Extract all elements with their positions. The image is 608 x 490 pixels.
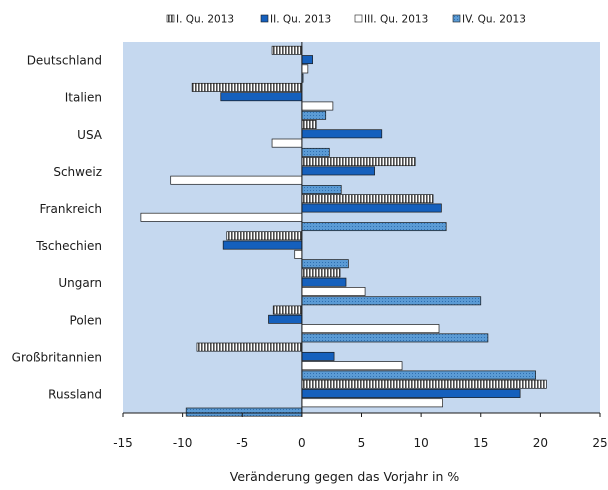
- category-label-10: Russland: [48, 387, 102, 401]
- bar-1-series-2: [301, 55, 313, 65]
- bar-3-series-2: [301, 129, 383, 139]
- x-tick-label-4: 0: [298, 436, 306, 450]
- category-label-4: Schweiz: [53, 165, 102, 179]
- bar-7-series-3: [301, 287, 366, 296]
- bar-5-series-3: [140, 212, 303, 222]
- legend-label-2: II. Qu. 2013: [270, 14, 331, 26]
- bar-6-series-4: [301, 259, 349, 269]
- bar-3-series-3: [271, 138, 303, 148]
- bar-2-series-4: [301, 110, 327, 120]
- bar-3-series-4: [301, 147, 330, 157]
- x-tick-label-7: 15: [473, 436, 488, 450]
- bar-9-series-1: [196, 342, 303, 352]
- bar-10-series-1: [301, 379, 547, 389]
- bar-10-series-2: [301, 389, 521, 398]
- bar-9-series-2: [301, 351, 335, 361]
- bar-2-series-2: [220, 92, 303, 102]
- bar-9-series-3: [301, 361, 403, 371]
- bar-4-series-2: [301, 166, 375, 176]
- bar-6-series-2: [222, 240, 303, 250]
- legend-label-3: III. Qu. 2013: [364, 14, 428, 26]
- x-tick-label-2: -10: [173, 436, 193, 450]
- x-tick-label-9: 25: [592, 436, 607, 450]
- bar-10-series-4: [185, 407, 303, 417]
- bar-10-series-3: [301, 398, 443, 408]
- bar-5-series-1: [301, 194, 434, 204]
- bar-8-series-1: [272, 305, 303, 315]
- bar-6-series-3: [294, 249, 303, 259]
- bar-3-series-1: [301, 120, 317, 129]
- legend-label-4: IV. Qu. 2013: [462, 14, 526, 26]
- x-tick-label-6: 10: [413, 436, 428, 450]
- bar-5-series-4: [301, 222, 447, 232]
- category-label-8: Polen: [70, 313, 102, 327]
- bar-4-series-1: [301, 157, 416, 167]
- legend-swatch-1: [166, 14, 175, 23]
- bar-1-series-1: [271, 45, 303, 55]
- bar-7-series-1: [301, 268, 341, 278]
- x-tick-label-3: -5: [236, 436, 248, 450]
- category-label-9: Großbritannien: [12, 350, 102, 364]
- x-tick-label-5: 5: [358, 436, 366, 450]
- bar-7-series-4: [301, 296, 482, 306]
- bar-6-series-1: [226, 231, 303, 241]
- legend-swatch-2: [260, 14, 269, 23]
- bar-5-series-2: [301, 203, 442, 213]
- category-label-5: Frankreich: [40, 202, 102, 216]
- category-label-2: Italien: [65, 91, 102, 105]
- category-label-6: Tschechien: [35, 239, 102, 253]
- legend-swatch-3: [354, 14, 363, 23]
- bar-4-series-4: [301, 185, 342, 194]
- bar-8-series-4: [301, 333, 489, 343]
- x-axis-title: Veränderung gegen das Vorjahr in %: [230, 469, 460, 484]
- bar-8-series-2: [268, 314, 303, 324]
- category-label-7: Ungarn: [58, 276, 102, 290]
- bar-2-series-3: [301, 101, 334, 111]
- category-label-1: Deutschland: [27, 54, 102, 68]
- bar-9-series-4: [301, 370, 536, 380]
- bar-2-series-1: [191, 82, 303, 92]
- bar-8-series-3: [301, 324, 440, 334]
- bar-1-series-3: [301, 64, 309, 74]
- legend-label-1: I. Qu. 2013: [176, 14, 234, 26]
- legend-swatch-4: [452, 14, 461, 23]
- bar-7-series-2: [301, 277, 347, 287]
- x-tick-label-1: -15: [113, 436, 133, 450]
- legend: I. Qu. 2013 II. Qu. 2013 III. Qu. 2013 IV. …: [166, 14, 526, 26]
- bar-4-series-3: [170, 175, 303, 185]
- x-tick-label-8: 20: [533, 436, 548, 450]
- category-label-3: USA: [77, 128, 103, 142]
